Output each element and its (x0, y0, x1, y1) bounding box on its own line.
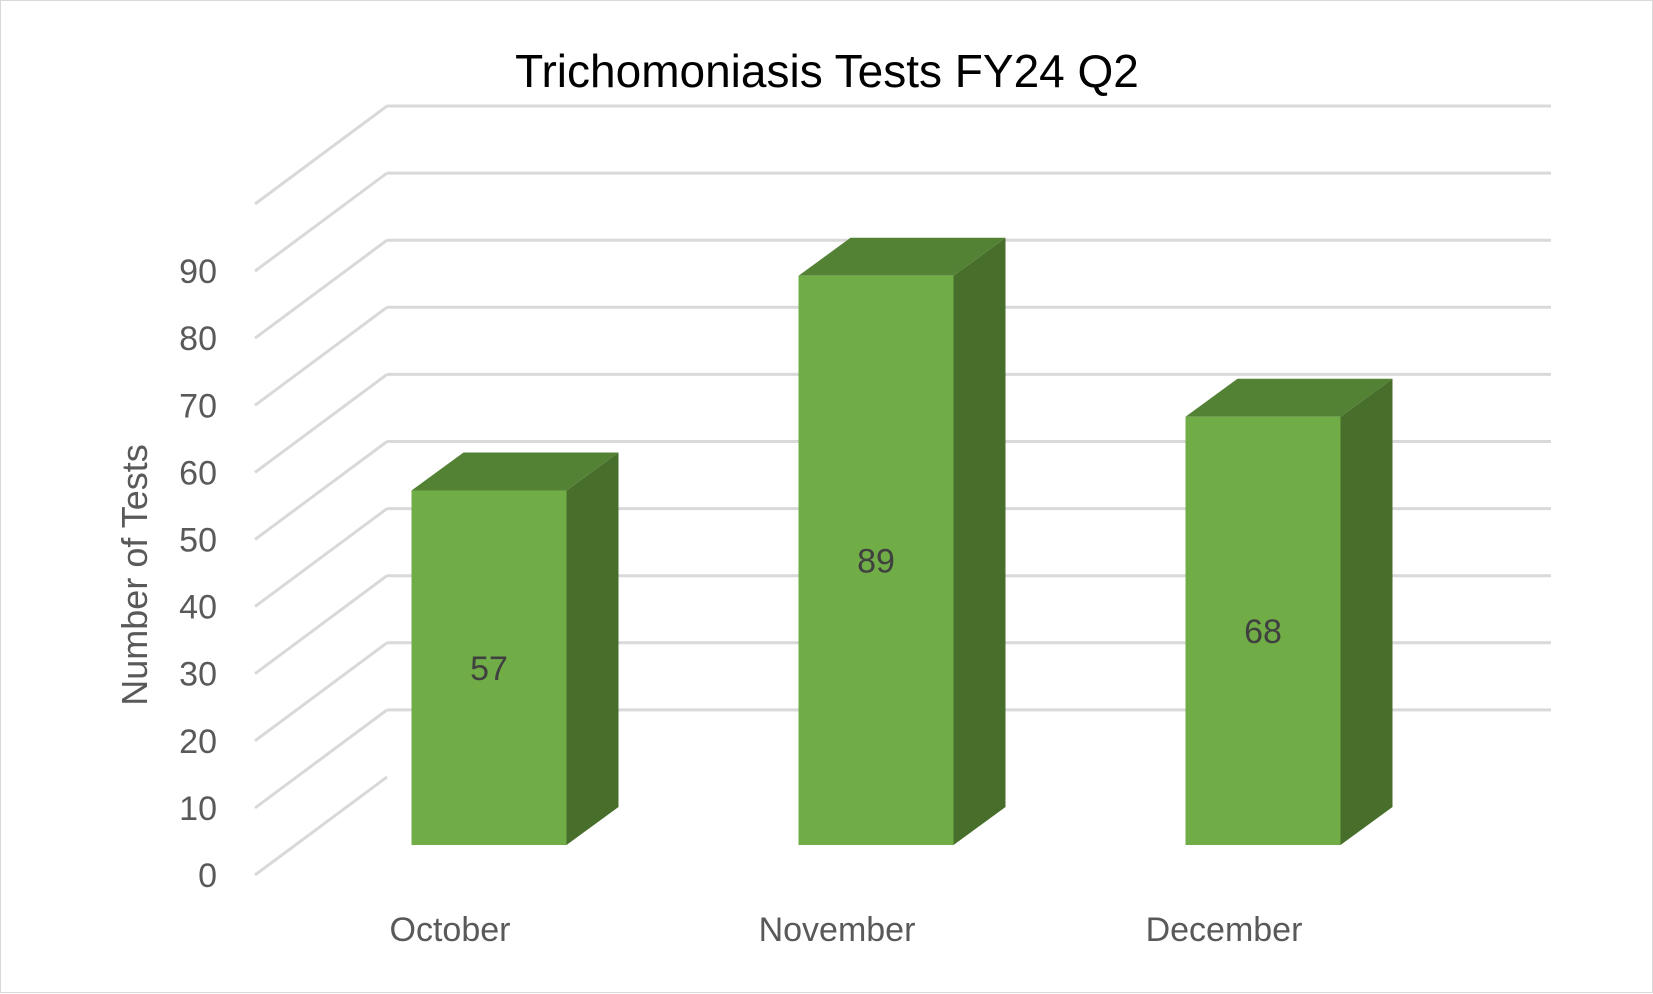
gridline-side (254, 104, 388, 206)
gridline-side (254, 574, 388, 675)
y-tick-label: 30 (179, 656, 217, 694)
gridline-side (254, 373, 388, 474)
y-tick-label: 0 (198, 857, 217, 895)
gridline-side (254, 306, 388, 407)
bar-front (411, 490, 567, 845)
y-tick-label: 60 (179, 454, 217, 492)
data-label: 57 (470, 650, 508, 688)
bar-side (566, 452, 619, 845)
y-tick-label: 70 (179, 387, 217, 425)
bar-top (1185, 378, 1393, 417)
bar-front (1185, 416, 1341, 845)
bar-front (798, 275, 954, 845)
x-axis-categories: October November December (390, 911, 1303, 949)
gridline-side (254, 238, 388, 340)
bar-top (798, 237, 1006, 276)
gridline-side (254, 171, 388, 273)
bar-side (1340, 378, 1393, 845)
data-label: 89 (857, 542, 895, 580)
gridline-side (254, 507, 388, 608)
chart-title: Trichomoniasis Tests FY24 Q2 (515, 45, 1139, 97)
bar-november: 89 (798, 237, 1006, 845)
gridline-side (254, 440, 388, 541)
bar-october: 57 (411, 452, 619, 845)
bar-side (953, 237, 1006, 845)
data-label: 68 (1244, 613, 1282, 651)
y-tick-label: 50 (179, 522, 217, 560)
category-label: November (759, 911, 916, 949)
category-label: October (390, 911, 511, 949)
bar-top (411, 452, 619, 491)
y-axis-ticks: 0 10 20 30 40 50 60 70 80 90 (179, 253, 217, 895)
y-tick-label: 90 (179, 253, 217, 291)
category-label: December (1146, 911, 1303, 949)
y-tick-label: 40 (179, 589, 217, 627)
bar-december: 68 (1185, 378, 1393, 845)
bars: 57 89 68 (411, 237, 1393, 845)
gridline-side (254, 641, 388, 743)
gridline-side (254, 775, 388, 877)
y-tick-label: 80 (179, 320, 217, 358)
y-tick-label: 10 (179, 790, 217, 828)
gridline-side (254, 708, 388, 810)
y-axis-label: Number of Tests (114, 444, 155, 705)
y-tick-label: 20 (179, 723, 217, 761)
